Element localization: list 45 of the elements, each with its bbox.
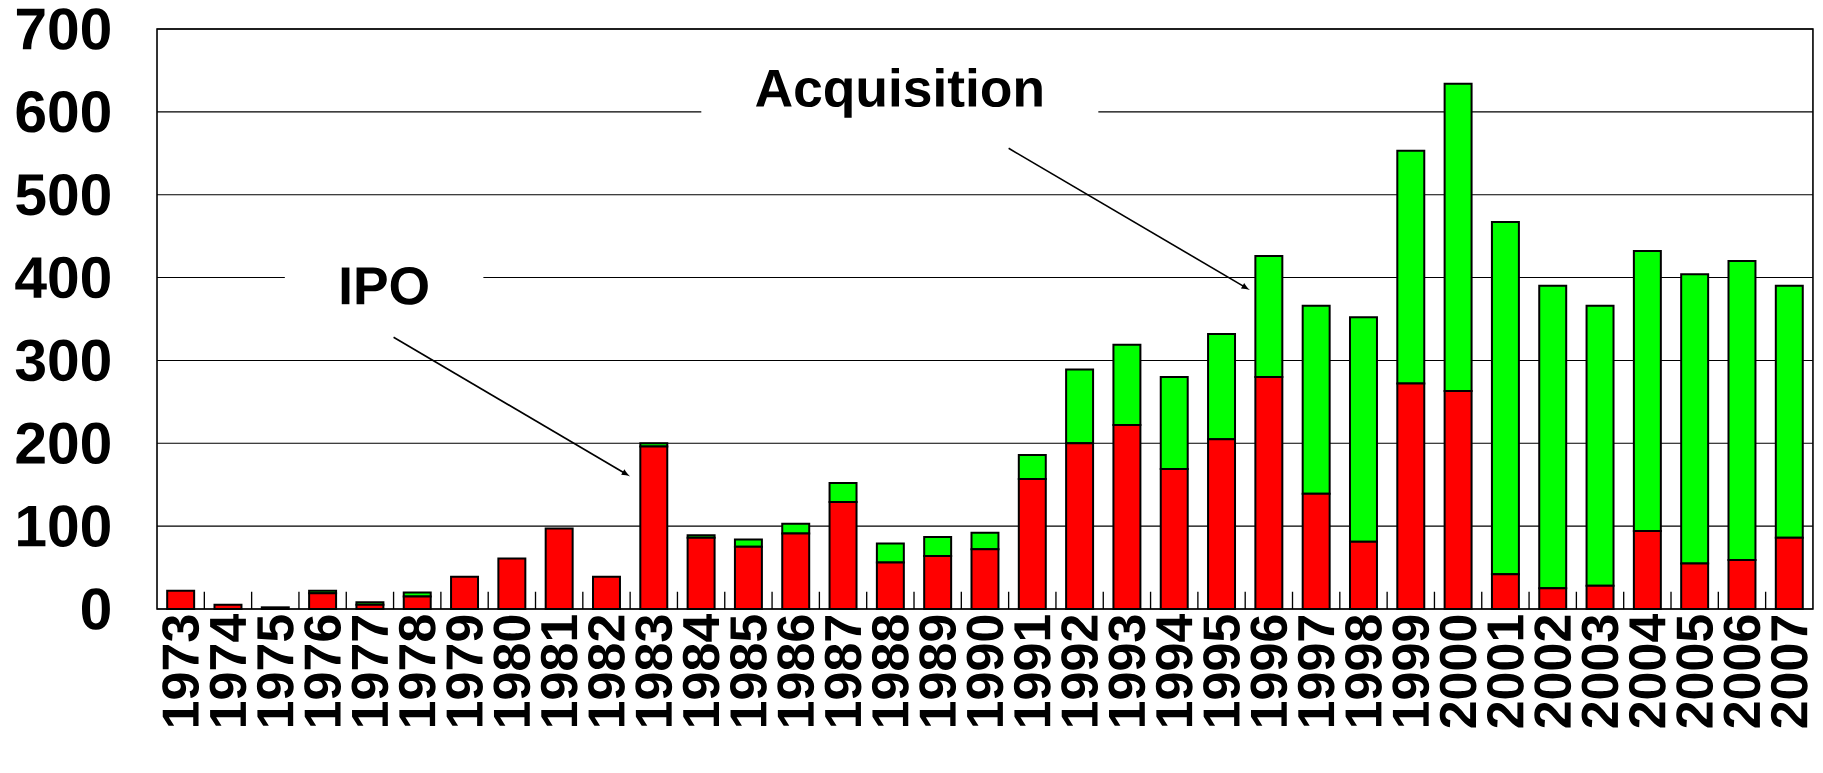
x-tick-label: 1994 (1155, 613, 1193, 727)
x-tick-label: 2007 (1770, 616, 1808, 728)
x-tick-label: 1979 (446, 615, 483, 727)
x-tick-label: 1996 (1250, 615, 1288, 727)
y-tick-label: 0 (81, 588, 110, 630)
x-tick-label: 1985 (729, 615, 767, 727)
x-tick-label: 1990 (966, 615, 1004, 727)
annotation: Acquisition (755, 67, 1042, 118)
x-tick-label: 2005 (1676, 615, 1714, 728)
x-tick-label: 1999 (1392, 615, 1430, 727)
x-tick-label: 2004 (1628, 613, 1666, 728)
x-tick-label: 2001 (1486, 615, 1524, 728)
x-tick-label: 1995 (1203, 615, 1240, 727)
x-tick-label: 1978 (398, 615, 436, 727)
x-tick-label: 1977 (351, 616, 389, 727)
y-tick-label: 200 (16, 422, 110, 465)
x-tick-label: 1983 (635, 615, 673, 727)
y-tick-label: 700 (16, 8, 110, 50)
x-tick-label: 1998 (1345, 615, 1382, 727)
y-tick-label: 300 (15, 339, 110, 382)
x-tick-label: 2006 (1723, 615, 1761, 728)
x-tick-label: 1986 (777, 615, 815, 727)
x-tick-label: 1991 (1013, 615, 1051, 727)
x-tick-label: 2000 (1439, 615, 1477, 728)
x-tick-label: 1993 (1108, 615, 1146, 727)
x-tick-label: 1981 (540, 615, 578, 727)
x-tick-label: 1980 (493, 615, 531, 727)
x-tick-label: 1982 (588, 615, 625, 727)
x-tick-label: 1984 (682, 613, 720, 727)
x-tick-label: 1973 (162, 615, 200, 727)
annotation: IPO (341, 266, 428, 305)
y-tick-label: 400 (15, 256, 110, 299)
x-tick-label: 1974 (209, 613, 247, 727)
x-tick-label: 2002 (1534, 615, 1572, 728)
x-tick-label: 1987 (824, 616, 862, 727)
x-tick-label: 1975 (256, 615, 294, 727)
x-tick-label: 1992 (1061, 615, 1099, 727)
x-tick-label: 1988 (871, 615, 909, 727)
y-tick-label: 100 (18, 505, 110, 547)
y-tick-label: 600 (16, 91, 110, 133)
x-tick-label: 1989 (919, 615, 957, 727)
x-tick-label: 2003 (1581, 615, 1619, 728)
y-tick-label: 500 (16, 173, 110, 216)
x-tick-label: 1997 (1297, 616, 1335, 727)
x-tick-label: 1976 (304, 615, 342, 727)
